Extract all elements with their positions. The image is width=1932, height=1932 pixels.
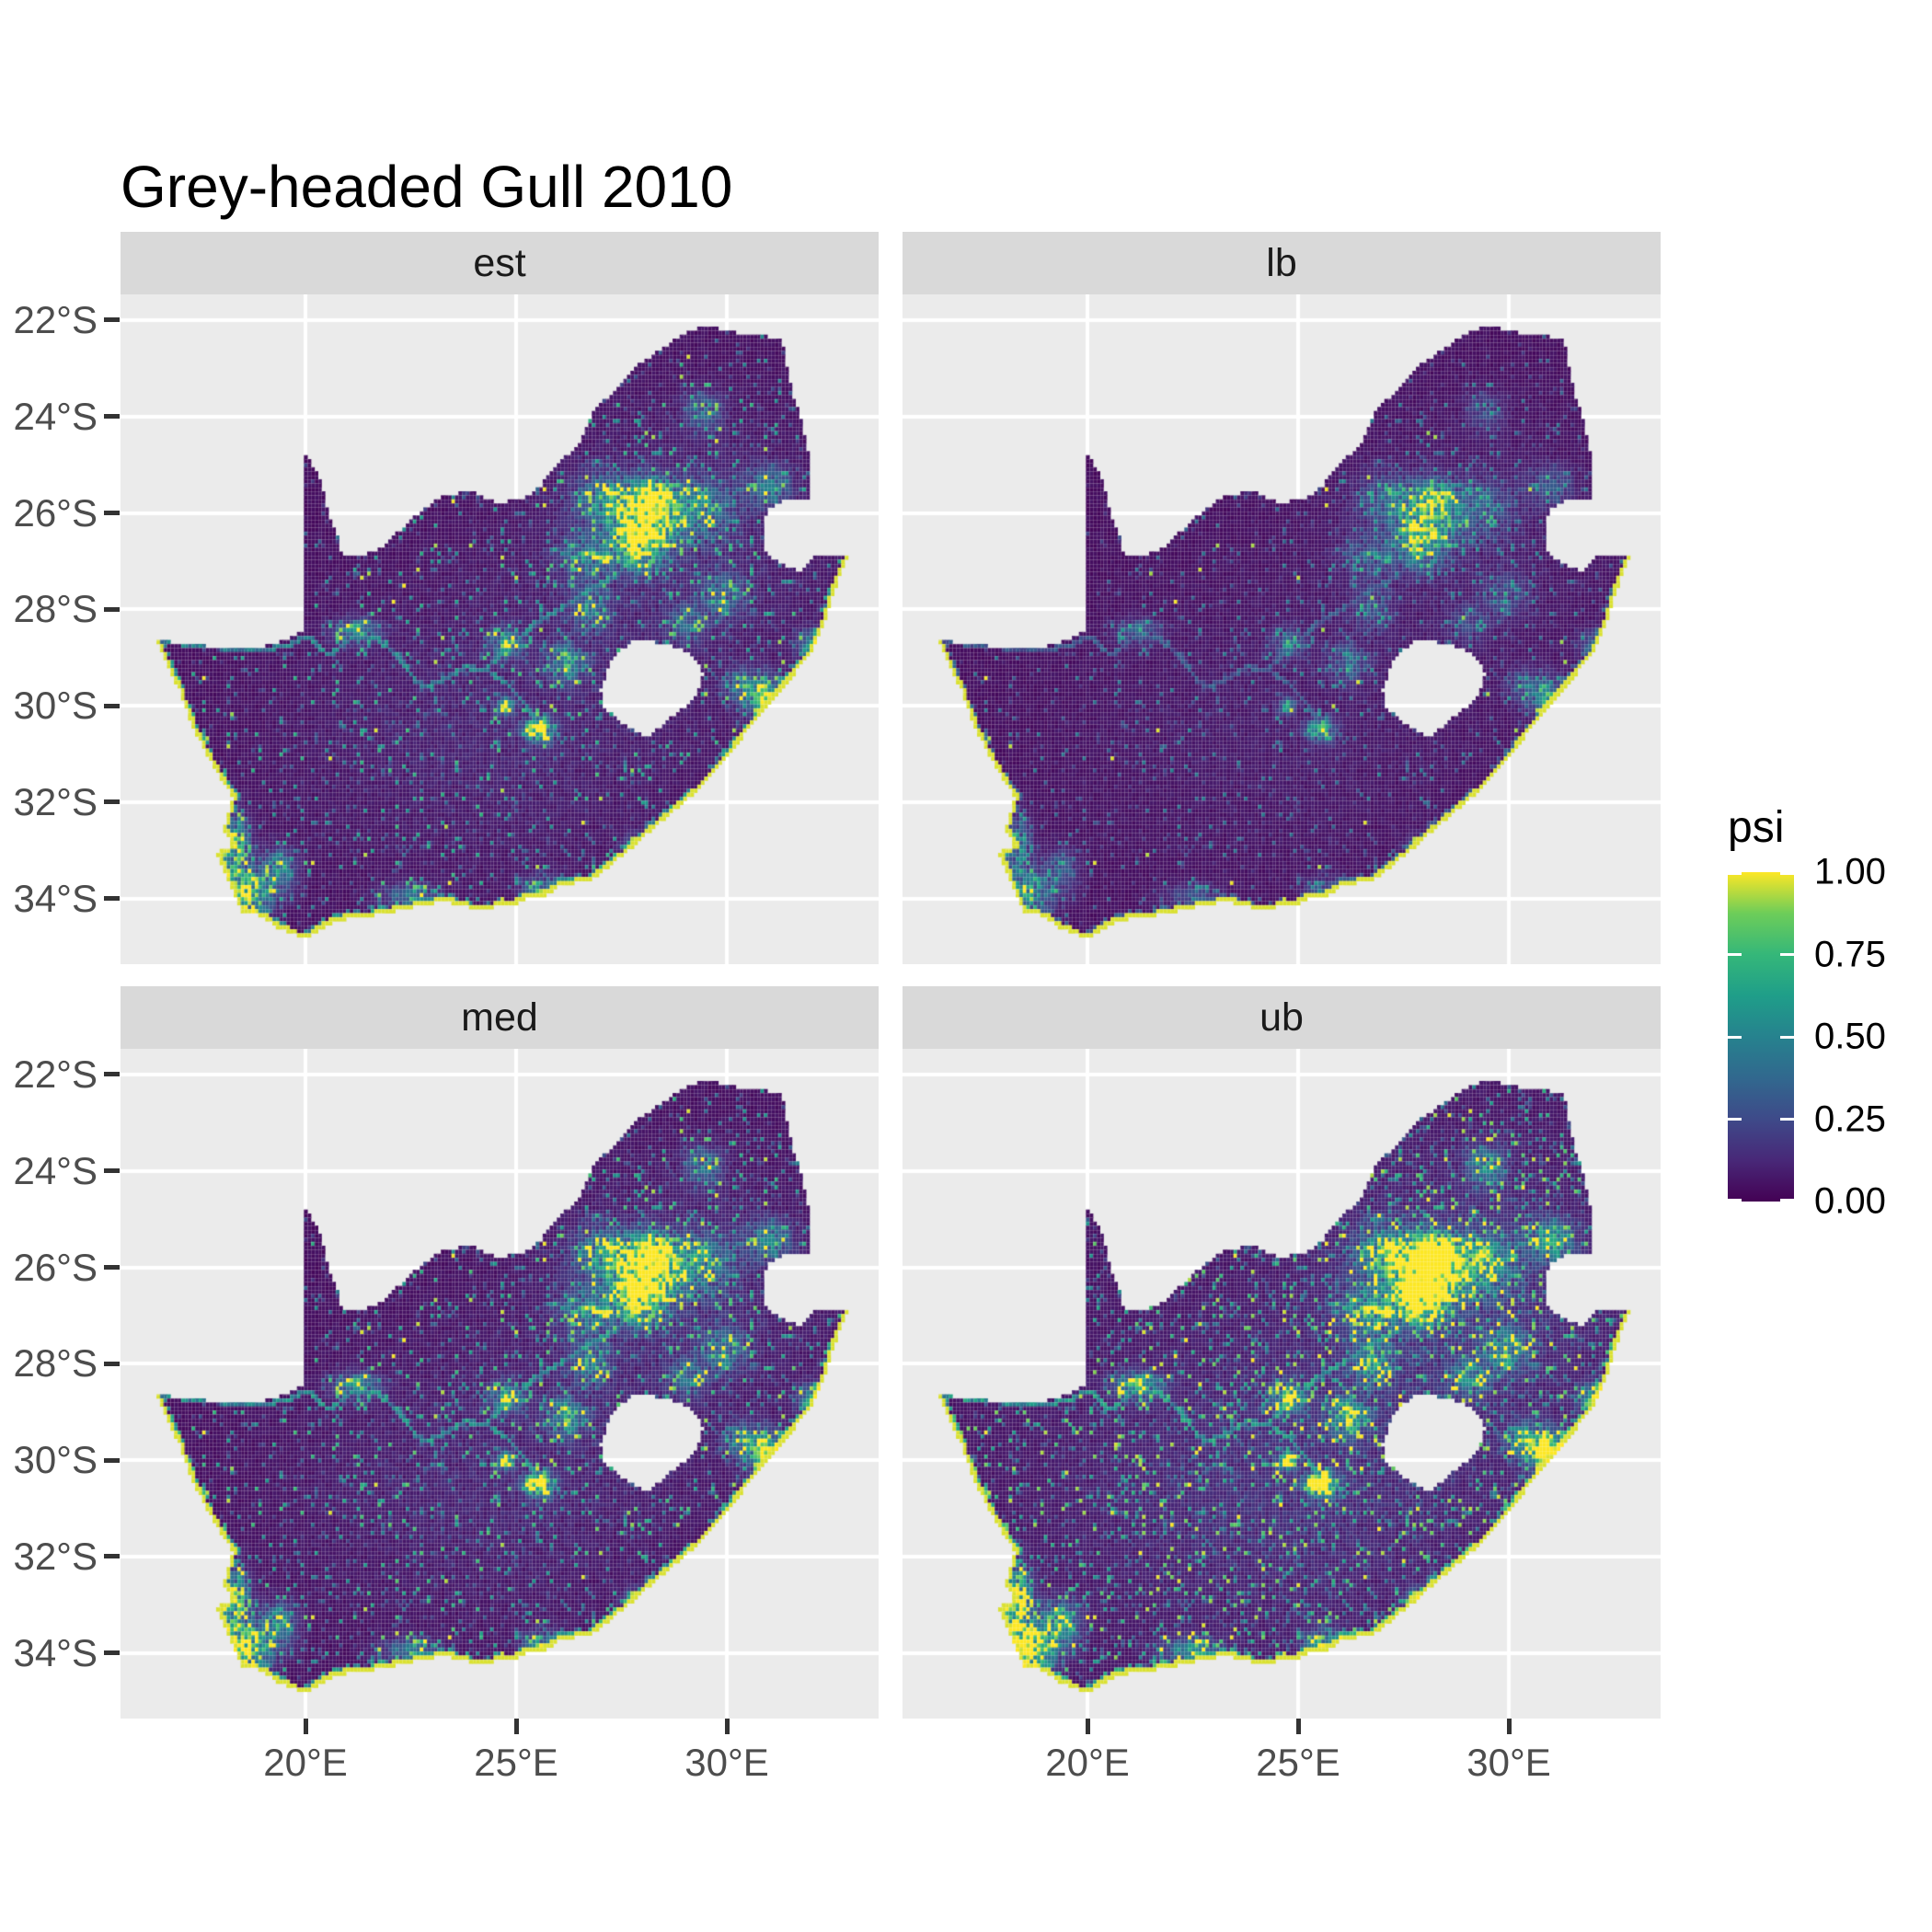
legend-tick-mark: [1780, 1198, 1794, 1202]
y-tick-label: 26°S: [13, 490, 98, 535]
legend-tick-label: 1.00: [1814, 851, 1886, 892]
x-tick-label: 25°E: [1256, 1741, 1340, 1784]
y-tick-label: 30°S: [13, 684, 98, 728]
facet-strip-lb: lb: [903, 232, 1661, 294]
x-tick-mark: [1085, 1719, 1090, 1734]
map-canvas-lb: [903, 294, 1661, 964]
legend-tick-mark: [1780, 1118, 1794, 1121]
y-tick-mark: [104, 1265, 120, 1271]
legend-tick-mark: [1780, 871, 1794, 875]
y-tick-mark: [104, 1554, 120, 1559]
x-tick-label: 25°E: [474, 1741, 558, 1784]
legend-tick-label: 0.75: [1814, 934, 1886, 974]
y-tick-mark: [104, 1361, 120, 1366]
map-panel-lb: [903, 294, 1661, 964]
x-tick-mark: [1295, 1719, 1301, 1734]
y-tick-mark: [104, 703, 120, 708]
y-tick-mark: [104, 414, 120, 420]
x-tick-mark: [513, 1719, 519, 1734]
legend-tick-mark: [1728, 953, 1742, 956]
y-tick-label: 22°S: [13, 1052, 98, 1096]
map-panel-est: [121, 294, 879, 964]
y-tick-mark: [104, 1168, 120, 1174]
y-tick-mark: [104, 317, 120, 323]
legend-tick-label: 0.00: [1814, 1180, 1886, 1222]
y-tick-label: 24°S: [13, 394, 98, 438]
legend-tick-mark: [1728, 871, 1742, 875]
facet-strip-label-lb: lb: [1266, 240, 1297, 285]
facet-strip-est: est: [121, 232, 879, 294]
legend-tick-mark: [1780, 1035, 1794, 1039]
map-canvas-ub: [903, 1049, 1661, 1719]
y-tick-label: 24°S: [13, 1148, 98, 1192]
x-tick-label: 20°E: [263, 1741, 348, 1784]
facet-strip-label-est: est: [473, 240, 526, 285]
x-tick-label: 20°E: [1045, 1741, 1130, 1784]
y-tick-label: 30°S: [13, 1438, 98, 1482]
x-tick-mark: [303, 1719, 308, 1734]
map-panel-med: [121, 1049, 879, 1719]
y-tick-label: 28°S: [13, 1341, 98, 1386]
map-canvas-med: [121, 1049, 879, 1719]
legend-tick-mark: [1728, 1118, 1742, 1121]
facet-strip-ub: ub: [903, 986, 1661, 1049]
y-tick-mark: [104, 896, 120, 902]
y-tick-label: 34°S: [13, 876, 98, 920]
y-tick-label: 34°S: [13, 1630, 98, 1674]
facet-strip-label-med: med: [461, 995, 538, 1040]
map-canvas-est: [121, 294, 879, 964]
legend-title: psi: [1728, 803, 1785, 852]
x-tick-label: 30°E: [1466, 1741, 1551, 1784]
legend-tick-label: 0.25: [1814, 1098, 1886, 1139]
legend-tick-mark: [1780, 953, 1794, 956]
map-panel-ub: [903, 1049, 1661, 1719]
y-tick-mark: [104, 606, 120, 612]
y-tick-mark: [104, 1072, 120, 1077]
legend-tick-mark: [1728, 1035, 1742, 1039]
y-tick-label: 28°S: [13, 587, 98, 631]
y-tick-mark: [104, 1457, 120, 1463]
y-tick-label: 26°S: [13, 1245, 98, 1289]
facet-strip-label-ub: ub: [1259, 995, 1304, 1040]
y-tick-label: 32°S: [13, 779, 98, 823]
legend-tick-label: 0.50: [1814, 1016, 1886, 1057]
x-tick-mark: [724, 1719, 730, 1734]
y-tick-mark: [104, 511, 120, 516]
page-title: Grey-headed Gull 2010: [121, 154, 733, 220]
y-tick-mark: [104, 1650, 120, 1656]
legend-tick-mark: [1728, 1198, 1742, 1202]
y-tick-mark: [104, 799, 120, 805]
y-tick-label: 32°S: [13, 1534, 98, 1578]
y-tick-label: 22°S: [13, 297, 98, 341]
facet-strip-med: med: [121, 986, 879, 1049]
x-tick-mark: [1506, 1719, 1512, 1734]
x-tick-label: 30°E: [684, 1741, 769, 1784]
